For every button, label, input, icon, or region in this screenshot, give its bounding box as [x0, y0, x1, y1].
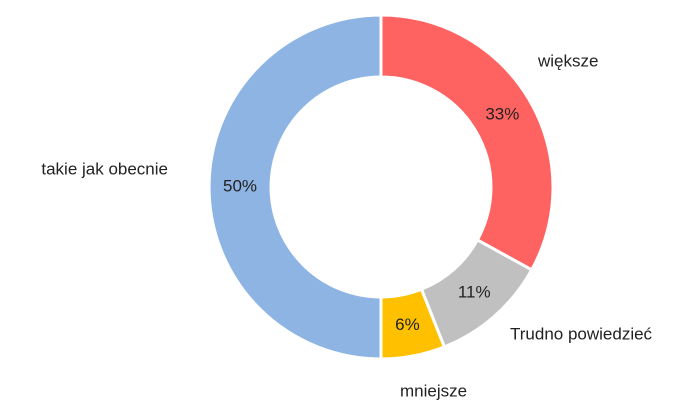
slice-label: Trudno powiedzieć — [510, 324, 653, 343]
slice-label: takie jak obecnie — [41, 159, 168, 178]
slice-label: większe — [537, 51, 598, 70]
data-label: 6% — [395, 315, 420, 334]
donut-slice — [207, 13, 383, 361]
slice-label: mniejsze — [400, 381, 467, 400]
donut-slice — [379, 13, 555, 272]
data-label: 11% — [458, 282, 491, 301]
data-label: 50% — [223, 176, 257, 195]
data-label: 33% — [485, 105, 519, 124]
